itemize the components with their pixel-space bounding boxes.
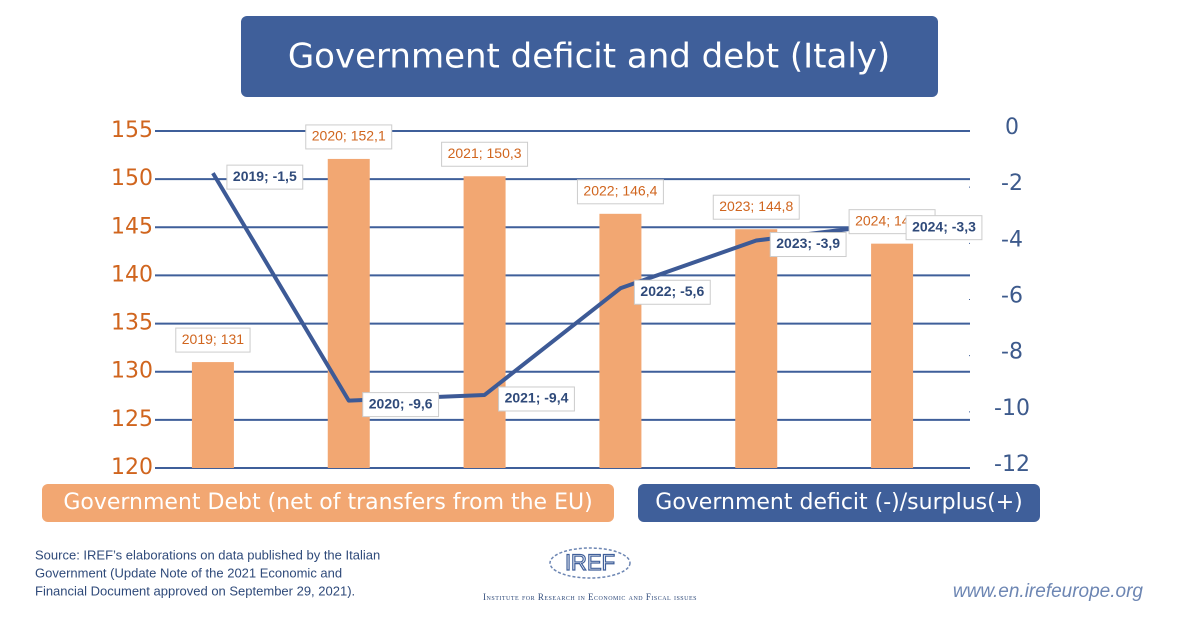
data-label-box — [226, 164, 304, 190]
institute: Institute for Research in Economic and F… — [483, 592, 697, 602]
data-label: 2019; -1,5 — [233, 168, 297, 184]
data-label-box — [362, 392, 440, 418]
data-label-box — [175, 327, 251, 353]
data-label: 2022; 146,4 — [583, 183, 657, 199]
title-box — [241, 16, 938, 97]
y2-tick-label: -4 — [1001, 227, 1023, 252]
data-label: 2020; -9,6 — [369, 395, 433, 411]
bar — [463, 176, 506, 469]
y-tick-label: 130 — [111, 359, 153, 384]
legend-label: Government deficit (-)/surplus(+) — [655, 490, 1022, 515]
labels: 2019; 131 2020; 152,1 2021; 150,3 2022; 146… — [175, 124, 983, 418]
logo-text: IREF — [565, 550, 615, 575]
bar — [191, 362, 234, 468]
bar — [871, 243, 914, 468]
data-label: 2022; -5,6 — [640, 283, 704, 299]
data-label-box — [769, 232, 847, 258]
y2-tick-label: -8 — [1001, 340, 1023, 365]
data-label: 2024; -3,3 — [912, 218, 976, 234]
data-label: 2021; -9,4 — [505, 390, 569, 406]
y2-tick-label: -6 — [1001, 284, 1023, 309]
chart-title: Government deficit and debt (Italy) — [288, 37, 890, 77]
data-label: 2019; 131 — [182, 331, 244, 347]
bars — [191, 158, 914, 469]
data-label: 2023; -3,9 — [776, 235, 840, 251]
y2-tick-label: -10 — [994, 396, 1030, 421]
y2-tick-label: 0 — [1005, 115, 1019, 140]
legend-box-debt — [42, 484, 614, 522]
y-tick-label: 150 — [111, 166, 153, 191]
grid: 120 125 130 135 140 145 150 155 -12 -10 -8 -6 -4 -2 0 — [111, 115, 1030, 480]
y-tick-label: 135 — [111, 311, 153, 336]
y-tick-label: 140 — [111, 262, 153, 287]
data-label-box — [712, 194, 800, 220]
y2-tick-label: -2 — [1001, 171, 1023, 196]
data-label-box — [441, 141, 529, 167]
bar — [327, 158, 370, 468]
y2-tick-label: -12 — [994, 452, 1030, 477]
source-line: Government (Update Note of the 2021 Econ… — [35, 565, 342, 580]
data-label: 2021; 150,3 — [448, 145, 522, 161]
source-line: Financial Document approved on September… — [35, 583, 355, 598]
y-tick-label: 145 — [111, 214, 153, 239]
data-label: 2023; 144,8 — [719, 198, 793, 214]
data-label: 2020; 152,1 — [312, 128, 386, 144]
y-tick-label: 125 — [111, 407, 153, 432]
legend-label: Government Debt (net of transfers from t… — [63, 490, 592, 515]
source: Source: IREF’s elaborations on data publ… — [35, 547, 380, 598]
logo: IREF Institute for Research in Economic … — [483, 547, 697, 602]
y-tick-label: 155 — [111, 118, 153, 143]
data-label-box — [905, 215, 983, 241]
website: www.en.irefeurope.org — [953, 581, 1144, 602]
legend-box-deficit — [638, 484, 1040, 522]
data-label-box — [498, 386, 575, 412]
data-label-box — [305, 124, 393, 150]
y-tick-label: 120 — [111, 455, 153, 480]
data-label-box — [633, 279, 711, 305]
logo-ring — [549, 547, 631, 579]
source-line: Source: IREF’s elaborations on data publ… — [35, 547, 380, 562]
bar — [599, 213, 642, 468]
data-label-box — [576, 179, 664, 205]
bar — [735, 229, 778, 468]
